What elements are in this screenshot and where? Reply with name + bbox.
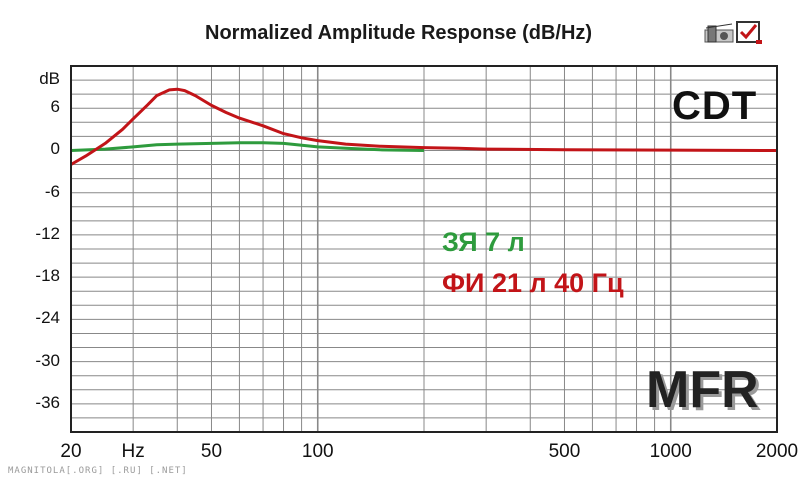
brand-label: CDT xyxy=(672,84,758,128)
x-tick-label: 20 xyxy=(60,441,82,462)
y-tick-label: -30 xyxy=(35,350,60,370)
y-tick-label: dB xyxy=(39,69,60,89)
y-tick-label: 6 xyxy=(50,97,60,117)
series-line-green xyxy=(70,141,425,152)
y-tick-label: -36 xyxy=(35,392,60,412)
checklist-icon[interactable] xyxy=(736,21,762,44)
chart-title: Normalized Amplitude Response (dB/Hz) xyxy=(205,22,593,44)
speaker-graph-icon[interactable] xyxy=(704,23,734,43)
y-tick-label: 0 xyxy=(50,139,60,159)
y-tick-label: -18 xyxy=(35,266,60,286)
y-tick-label: -6 xyxy=(44,181,60,201)
x-tick-label: Hz xyxy=(121,441,145,462)
y-tick-label: -12 xyxy=(35,223,60,243)
watermark: MAGNITOLA[.ORG] [.RU] [.NET] xyxy=(8,466,188,476)
grid xyxy=(71,66,777,432)
mfr-stamp: MFR xyxy=(646,361,759,419)
series-line-red xyxy=(70,87,778,166)
legend-entry-green: ЗЯ 7 л xyxy=(442,227,525,257)
x-tick-label: 1000 xyxy=(649,441,692,462)
series-group xyxy=(70,87,778,166)
plot-frame xyxy=(70,65,778,433)
chart-toolbar xyxy=(704,21,762,44)
x-tick-label: 500 xyxy=(548,441,581,462)
y-tick-label: -24 xyxy=(35,308,60,328)
x-tick-label: 100 xyxy=(301,441,334,462)
x-tick-label: 50 xyxy=(200,441,223,462)
legend-entry-red: ФИ 21 л 40 Гц xyxy=(442,268,624,298)
x-tick-label: 2000 xyxy=(755,441,799,462)
